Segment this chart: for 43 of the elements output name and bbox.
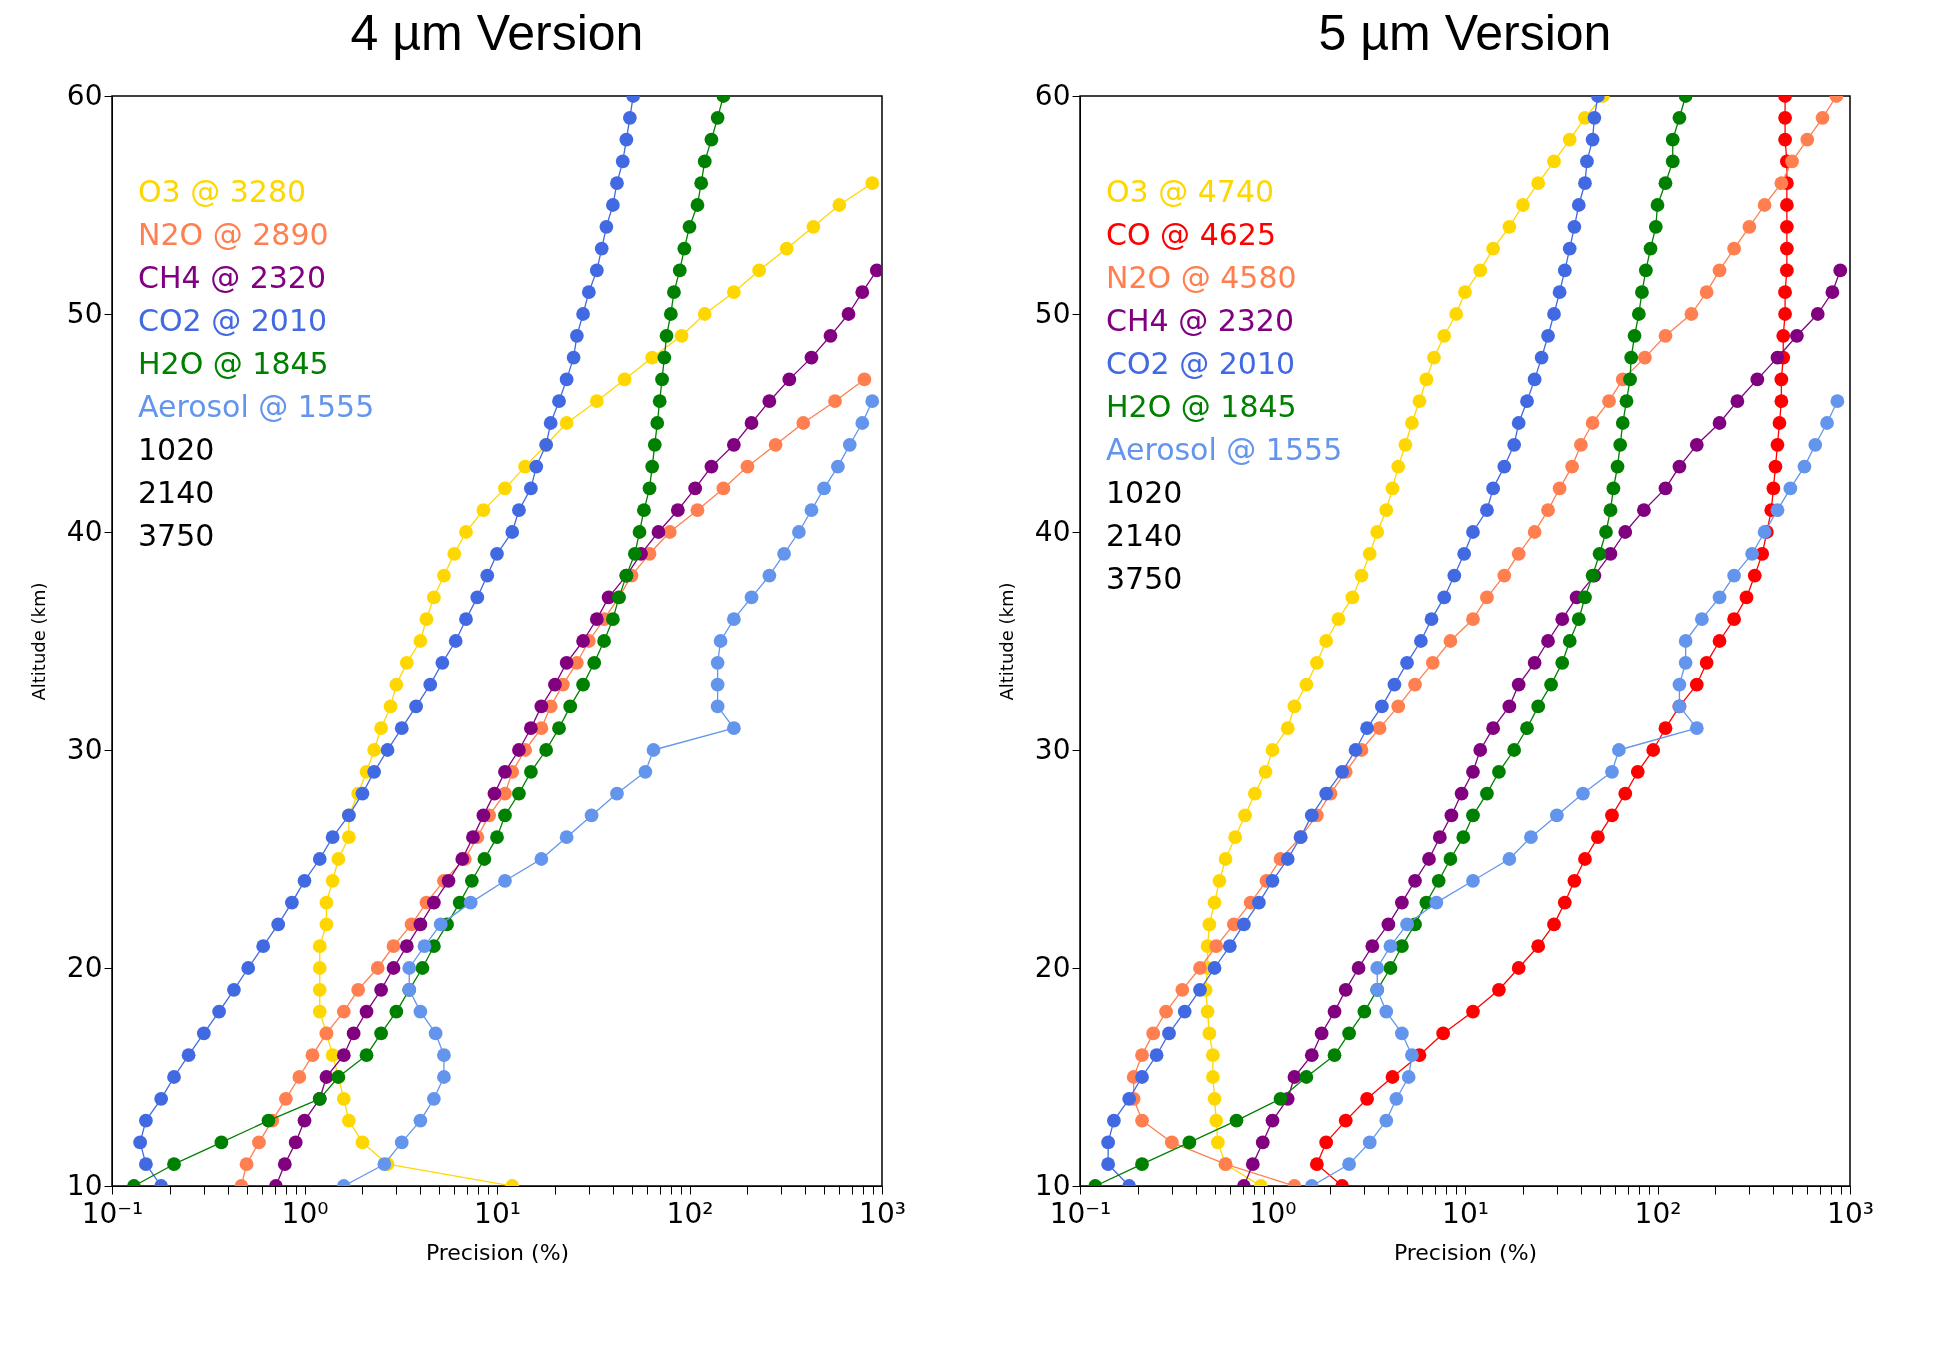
x-axis-title: Precision (%) — [425, 1239, 570, 1265]
y-tick-label: 30 — [1034, 732, 1071, 766]
text: O3 @ 3280 — [138, 174, 307, 209]
annotation: 1020 — [1106, 475, 1183, 510]
text: N2O @ 4580 — [1106, 260, 1297, 295]
y-tick-label: 60 — [1034, 78, 1071, 112]
y-tick-label: 20 — [66, 950, 103, 984]
x-axis-title: Precision (%) — [1393, 1239, 1538, 1265]
y-tick-label: 50 — [1034, 296, 1071, 330]
x-tick-label: 10¹ — [474, 1196, 521, 1230]
y-tick-label: 50 — [66, 296, 103, 330]
annotation: 3750 — [138, 518, 215, 553]
chart-title: 4 µm Version — [350, 5, 644, 61]
text: CH4 @ 2320 — [138, 260, 327, 295]
y-tick-label: 40 — [1034, 514, 1071, 548]
y-tick-label: 30 — [66, 732, 103, 766]
annotation: 3750 — [1106, 561, 1183, 596]
text: O3 @ 4740 — [1106, 174, 1275, 209]
x-tick-label: 10³ — [859, 1196, 906, 1230]
text: CO @ 4625 — [1106, 217, 1276, 252]
y-axis-title: Altitude (km) — [27, 582, 49, 701]
x-tick-label: 10⁰ — [1249, 1196, 1297, 1230]
x-tick-label: 10¹ — [1442, 1196, 1489, 1230]
y-tick-label: 20 — [1034, 950, 1071, 984]
annotation: 1020 — [138, 432, 215, 467]
text: H2O @ 1845 — [1106, 389, 1297, 424]
x-tick-label: 10⁰ — [281, 1196, 329, 1230]
x-tick-label: 10² — [1634, 1196, 1682, 1230]
text: CH4 @ 2320 — [1106, 303, 1295, 338]
annotation: 2140 — [1106, 518, 1183, 553]
annotation: 2140 — [138, 475, 215, 510]
text: Aerosol @ 1555 — [138, 389, 375, 424]
x-tick-label: 10³ — [1827, 1196, 1874, 1230]
x-tick-label: 10² — [666, 1196, 714, 1230]
text: H2O @ 1845 — [138, 346, 329, 381]
text: CO2 @ 2010 — [1106, 346, 1296, 381]
chart-title: 5 µm Version — [1318, 5, 1612, 61]
text: CO2 @ 2010 — [138, 303, 328, 338]
y-tick-label: 60 — [66, 78, 103, 112]
y-axis-title: Altitude (km) — [995, 582, 1017, 701]
y-tick-label: 40 — [66, 514, 103, 548]
text: Aerosol @ 1555 — [1106, 432, 1343, 467]
text: N2O @ 2890 — [138, 217, 329, 252]
